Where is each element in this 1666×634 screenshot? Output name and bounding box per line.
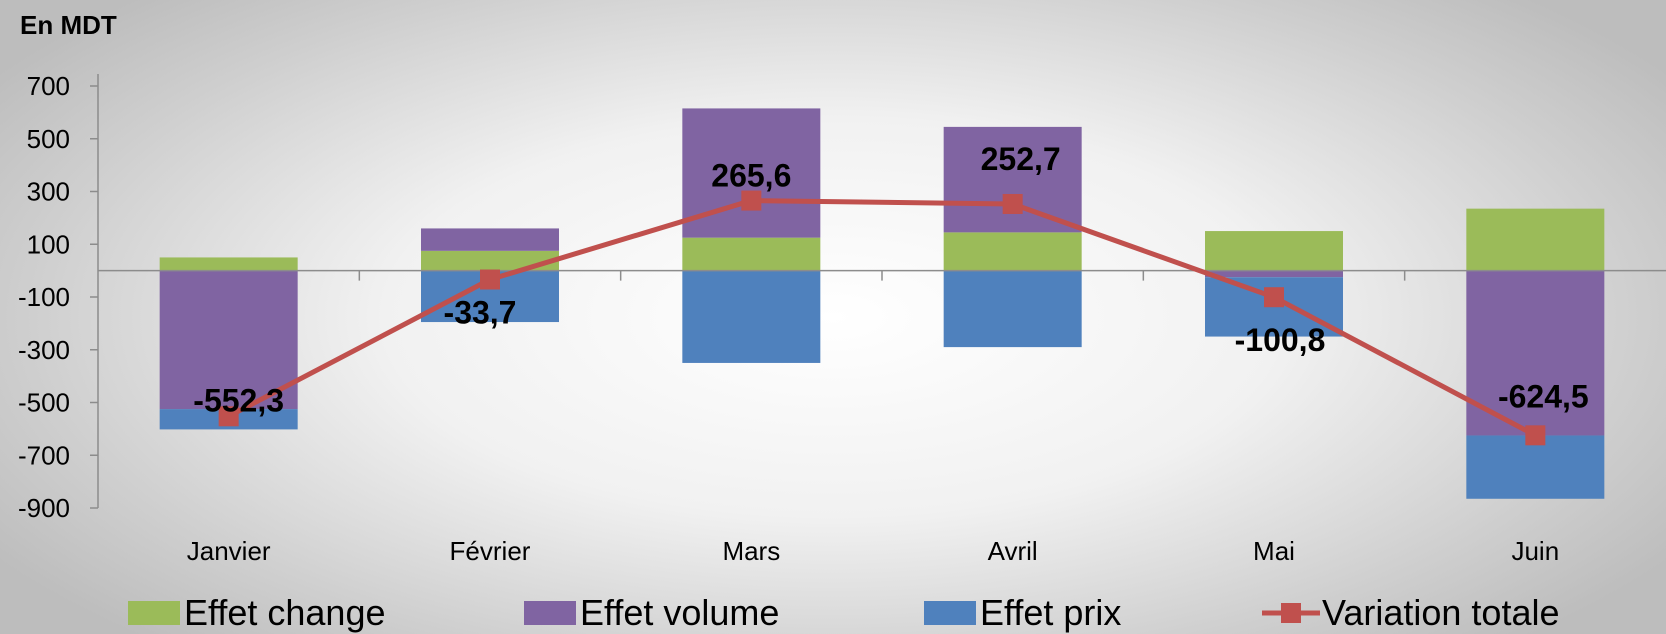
x-tick-label-avril: Avril	[988, 536, 1038, 566]
marker-variation-totale-mars	[741, 190, 762, 211]
y-tick-label: 500	[27, 124, 70, 154]
legend-swatch-effet-prix	[924, 601, 976, 625]
legend-label-variation-totale: Variation totale	[1322, 592, 1560, 633]
legend-swatch-variation-totale	[1262, 603, 1320, 623]
bar-effet-volume-janvier	[159, 270, 298, 410]
marker-variation-totale-fevrier	[480, 269, 500, 290]
legend-swatch-effet-change	[128, 601, 180, 625]
chart-plot: 700 500 300 100 -100 -300 -500 -700 -900 Janvier F…	[18, 71, 1666, 566]
bar-effet-volume-juin	[1466, 270, 1605, 436]
y-tick-label: -700	[18, 440, 70, 470]
marker-variation-totale-janvier	[218, 406, 239, 427]
legend-item-effet-volume: Effet volume	[524, 592, 779, 634]
marker-variation-totale-mai	[1264, 287, 1284, 308]
data-label-avril: 252,7	[981, 141, 1061, 177]
data-label-mai: -100,8	[1235, 322, 1326, 358]
legend-marker-variation-totale	[1281, 603, 1301, 623]
marker-variation-totale-juin	[1525, 425, 1546, 446]
line-variation-totale	[227, 198, 1537, 438]
y-tick-label: 100	[27, 229, 70, 259]
y-unit-label: En MDT	[20, 10, 117, 40]
bar-effet-prix-juin	[1466, 435, 1605, 499]
bar-effet-volume-avril	[943, 126, 1082, 233]
x-tick-label-mai: Mai	[1253, 536, 1295, 566]
legend: Effet change Effet volume Effet prix Var…	[0, 592, 1666, 634]
legend-label-effet-volume: Effet volume	[580, 592, 780, 633]
bar-effet-change-fevrier	[421, 250, 559, 271]
marker-variation-totale-avril	[1002, 193, 1023, 214]
bar-effet-change-janvier	[159, 257, 298, 271]
y-tick-label: -900	[18, 493, 70, 523]
bar-effet-volume-mai	[1205, 270, 1343, 278]
y-tick-label: -300	[18, 335, 70, 365]
bar-effet-prix-avril	[943, 270, 1082, 348]
bar-effet-change-mai	[1205, 231, 1343, 271]
data-label-juin: -624,5	[1498, 378, 1589, 414]
legend-item-variation-totale: Variation totale	[1262, 592, 1559, 634]
y-tick-label: 700	[27, 71, 70, 101]
legend-label-effet-prix: Effet prix	[980, 592, 1122, 633]
x-tick-label-janvier: Janvier	[187, 536, 271, 566]
bar-effet-change-avril	[943, 232, 1082, 271]
y-tick-label: -100	[18, 282, 70, 312]
bar-effet-change-juin	[1466, 208, 1605, 271]
legend-item-effet-change: Effet change	[128, 592, 386, 634]
y-tick-label: 300	[27, 177, 70, 207]
x-tick-label-juin: Juin	[1511, 536, 1559, 566]
data-label-mars: 265,6	[711, 158, 791, 194]
data-label-janvier: -552,3	[193, 382, 284, 418]
data-label-fevrier: -33,7	[444, 295, 517, 331]
bar-effet-volume-fevrier	[421, 228, 559, 251]
legend-label-effet-change: Effet change	[184, 592, 386, 633]
y-tick-label: -500	[18, 388, 70, 418]
x-tick-label-mars: Mars	[722, 536, 780, 566]
bar-effet-prix-mars	[682, 270, 821, 363]
x-tick-label-fevrier: Février	[450, 536, 531, 566]
bar-effet-change-mars	[682, 237, 821, 271]
legend-swatch-effet-volume	[524, 601, 576, 625]
legend-item-effet-prix: Effet prix	[924, 592, 1121, 634]
